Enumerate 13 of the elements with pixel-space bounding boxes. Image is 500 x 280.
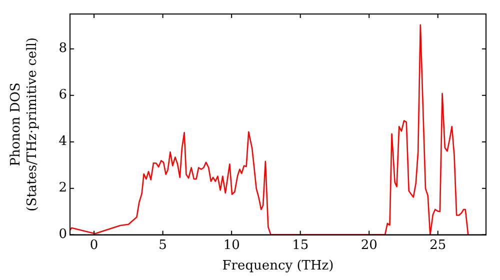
x-tick-label: 5 bbox=[158, 238, 167, 253]
y-tick-label: 4 bbox=[58, 134, 67, 150]
y-tick-label: 6 bbox=[58, 88, 67, 103]
x-tick-label: 10 bbox=[223, 238, 240, 253]
x-axis-title: Frequency (THz) bbox=[222, 258, 334, 274]
y-tick-label: 0 bbox=[58, 227, 67, 242]
x-tick-label: 0 bbox=[90, 238, 98, 253]
y-tick-label: 8 bbox=[58, 41, 67, 56]
x-tick-label: 15 bbox=[292, 238, 309, 253]
x-tick-label: 20 bbox=[360, 238, 378, 253]
y-tick-label: 2 bbox=[58, 180, 67, 196]
y-axis-title: Phonon DOS (States/THz·primitive cell) bbox=[8, 37, 40, 212]
x-tick-label: 25 bbox=[430, 238, 446, 253]
